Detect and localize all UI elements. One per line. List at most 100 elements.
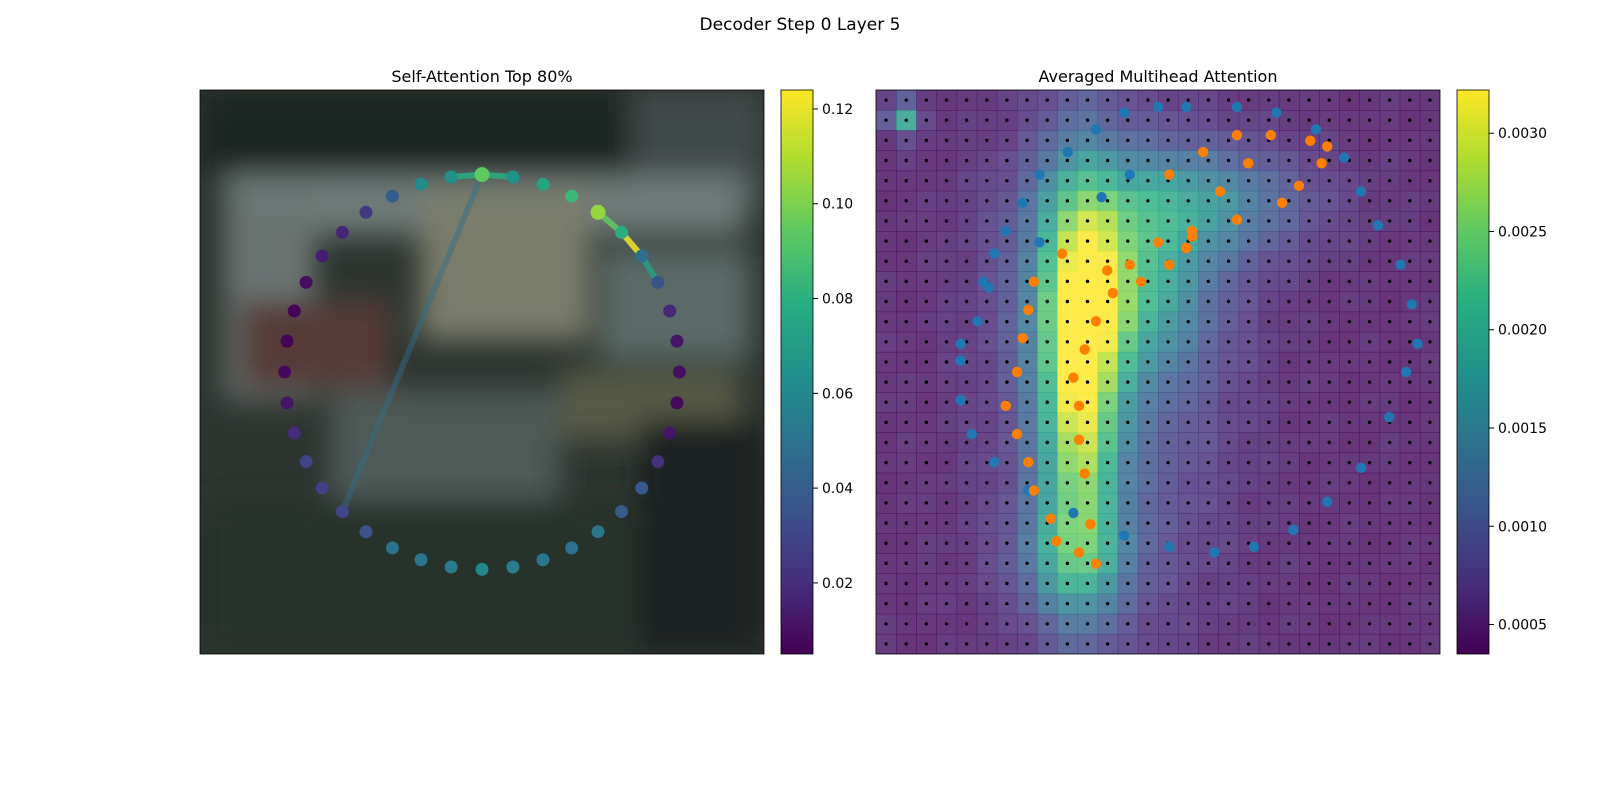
- grid-dot: [1408, 521, 1412, 525]
- grid-dot: [1347, 420, 1352, 425]
- grid-dot: [1428, 541, 1432, 545]
- grid-dot: [1267, 400, 1271, 404]
- grid-dot: [1287, 178, 1291, 183]
- attention-point: [359, 525, 373, 539]
- grid-dot: [1065, 420, 1070, 425]
- grid-dot: [964, 521, 969, 525]
- grid-dot: [1387, 239, 1392, 243]
- grid-dot: [1146, 118, 1150, 122]
- grid-dot: [1307, 561, 1311, 566]
- grid-dot: [944, 199, 949, 203]
- orange-series-point: [1011, 428, 1023, 440]
- grid-dot: [1025, 642, 1029, 646]
- attention-point: [385, 189, 399, 203]
- grid-dot: [1105, 380, 1110, 384]
- grid-dot: [1327, 601, 1331, 606]
- grid-dot: [1105, 521, 1110, 525]
- blue-series-point: [1231, 101, 1243, 113]
- attention-point: [565, 189, 579, 203]
- orange-series-point: [1214, 186, 1226, 197]
- grid-dot: [1387, 440, 1392, 445]
- grid-dot: [985, 380, 989, 384]
- grid-dot: [1367, 279, 1372, 284]
- grid-dot: [1166, 178, 1170, 183]
- grid-dot: [904, 521, 908, 525]
- grid-dot: [1085, 380, 1090, 384]
- grid-dot: [1347, 642, 1352, 646]
- grid-dot: [1206, 541, 1211, 545]
- grid-dot: [1307, 581, 1311, 586]
- grid-dot: [1428, 501, 1432, 505]
- grid-dot: [1206, 360, 1211, 364]
- orange-series-point: [1051, 536, 1062, 547]
- grid-dot: [944, 239, 949, 243]
- grid-dot: [1246, 420, 1251, 425]
- blue-series-point: [1096, 191, 1107, 203]
- grid-dot: [904, 642, 908, 646]
- grid-dot: [884, 259, 888, 263]
- attention-point: [359, 205, 373, 219]
- blue-series-point: [1248, 541, 1260, 553]
- grid-dot: [1226, 521, 1231, 525]
- grid-dot: [1367, 622, 1372, 626]
- grid-dot: [1387, 319, 1392, 324]
- blue-series-point: [1090, 124, 1102, 135]
- grid-dot: [1408, 581, 1412, 586]
- blue-series-point: [1412, 338, 1423, 349]
- grid-dot: [1347, 400, 1352, 404]
- grid-dot: [1186, 299, 1190, 304]
- grid-dot: [1025, 178, 1029, 183]
- grid-dot: [985, 541, 989, 545]
- grid-dot: [924, 299, 929, 304]
- grid-dot: [1045, 279, 1049, 284]
- grid-dot: [1267, 541, 1271, 545]
- grid-dot: [1206, 199, 1211, 203]
- blue-series-point: [1395, 259, 1406, 271]
- grid-dot: [964, 561, 969, 566]
- grid-dot: [1025, 239, 1029, 243]
- grid-dot: [1428, 561, 1432, 566]
- grid-dot: [1166, 98, 1170, 102]
- grid-dot: [904, 340, 908, 344]
- grid-dot: [1267, 279, 1271, 284]
- attention-point: [335, 225, 349, 239]
- grid-dot: [1428, 199, 1432, 203]
- grid-dot: [1065, 460, 1070, 465]
- grid-dot: [1307, 98, 1311, 102]
- blue-series-point: [1310, 124, 1322, 135]
- attention-point: [414, 177, 428, 191]
- grid-dot: [1287, 219, 1291, 223]
- grid-dot: [1307, 380, 1311, 384]
- blue-series-point: [966, 428, 978, 440]
- grid-dot: [1367, 178, 1372, 183]
- grid-dot: [1246, 622, 1251, 626]
- attention-point: [590, 204, 606, 220]
- attention-point: [280, 334, 294, 348]
- grid-dot: [1005, 299, 1009, 304]
- colorbar-tick-label: 0.04: [822, 481, 853, 497]
- grid-dot: [1005, 501, 1009, 505]
- grid-dot: [1045, 118, 1049, 122]
- grid-dot: [944, 279, 949, 284]
- grid-dot: [1126, 178, 1130, 183]
- grid-dot: [1005, 541, 1009, 545]
- grid-dot: [1206, 178, 1211, 183]
- grid-dot: [1065, 581, 1070, 586]
- attention-point: [635, 249, 649, 263]
- grid-dot: [1085, 259, 1090, 263]
- grid-dot: [1065, 259, 1070, 263]
- self-attention-colorbar: 0.02 0.04 0.06 0.08 0.10 0.12: [780, 89, 853, 655]
- grid-dot: [1226, 98, 1231, 102]
- grid-dot: [1025, 561, 1029, 566]
- grid-dot: [985, 340, 989, 344]
- grid-dot: [1327, 199, 1331, 203]
- grid-dot: [1025, 581, 1029, 586]
- grid-dot: [924, 259, 929, 263]
- grid-dot: [964, 400, 969, 404]
- grid-dot: [884, 279, 888, 284]
- grid-dot: [1387, 481, 1392, 485]
- grid-dot: [904, 98, 908, 102]
- orange-series-point: [1243, 158, 1254, 169]
- grid-dot: [1428, 440, 1432, 445]
- grid-dot: [884, 360, 888, 364]
